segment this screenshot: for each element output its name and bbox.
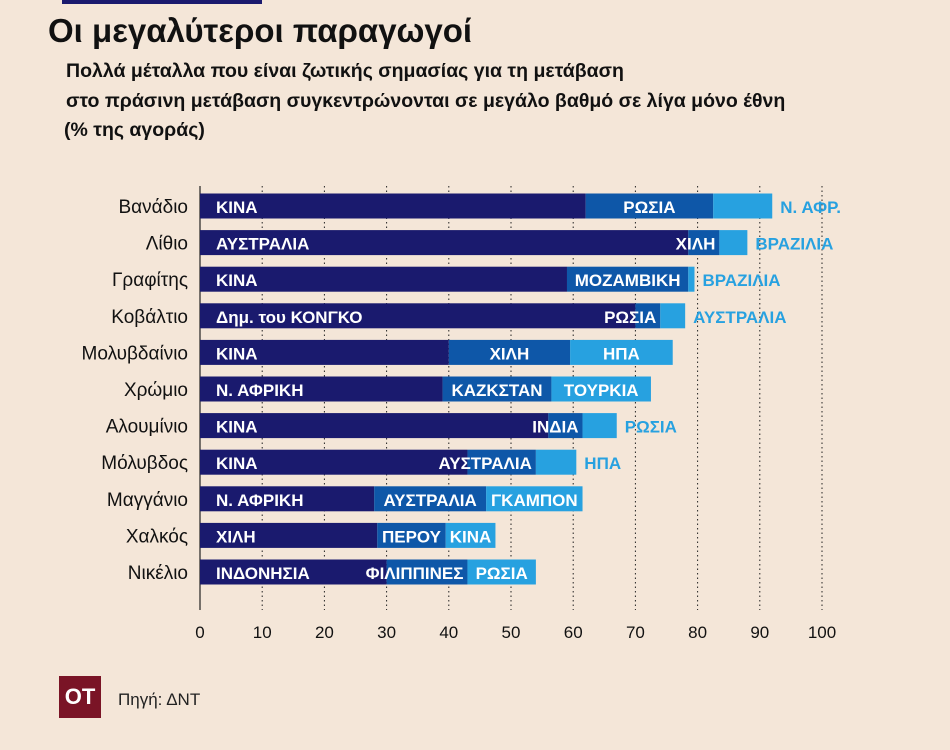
bar-segment — [200, 266, 567, 292]
bar-segment — [200, 193, 586, 219]
x-tick-label: 20 — [315, 623, 334, 642]
segment-label: ΡΩΣΙΑ — [476, 564, 528, 583]
category-label: Χρώμιο — [124, 380, 188, 401]
bar-segment — [445, 522, 496, 548]
bar-segment — [566, 266, 689, 292]
bar-segment — [582, 413, 617, 439]
top-rule — [62, 0, 262, 4]
segment-label: ΚΙΝΑ — [216, 271, 258, 290]
x-tick-label: 60 — [564, 623, 583, 642]
bar-segment — [200, 522, 378, 548]
x-tick-label: 50 — [502, 623, 521, 642]
segment-label: ΒΡΑΖΙΛΙΑ — [755, 235, 833, 254]
bar-segment — [377, 522, 446, 548]
segment-label: ΗΠΑ — [584, 454, 621, 473]
segment-label: ΡΩΣΙΑ — [623, 198, 675, 217]
category-label: Λίθιο — [146, 234, 188, 255]
segment-label: ΚΙΝΑ — [450, 527, 492, 546]
bar-segment — [200, 413, 549, 439]
segment-label: ΦΙΛΙΠΠΙΝΕΣ — [366, 564, 464, 583]
segment-label: ΑΥΣΤΡΑΛΙΑ — [383, 491, 476, 510]
category-label: Βανάδιο — [118, 197, 188, 218]
bar-segment — [660, 303, 686, 329]
bar-segment — [713, 193, 773, 219]
x-tick-label: 40 — [439, 623, 458, 642]
segment-label: ΚΑΖΚΣΤΑΝ — [451, 381, 542, 400]
category-label: Μολυβδαίνιο — [82, 343, 188, 364]
bar-segment — [448, 339, 571, 365]
x-tick-label: 30 — [377, 623, 396, 642]
x-tick-label: 10 — [253, 623, 272, 642]
bar-segment — [585, 193, 714, 219]
bar-segment — [551, 376, 651, 402]
bar-segment — [570, 339, 673, 365]
bar-segment — [467, 449, 536, 475]
segment-label: ΚΙΝΑ — [216, 418, 258, 437]
category-label: Χαλκός — [126, 526, 188, 547]
category-label: Νικέλιο — [128, 563, 188, 584]
bar-segment — [688, 266, 695, 292]
subtitle-line-2: στο πράσινη μετάβαση συγκεντρώνονται σε … — [66, 90, 786, 112]
subtitle-line-1: Πολλά μέταλλα που είναι ζωτικής σημασίας… — [66, 60, 624, 82]
bar-segment — [719, 230, 748, 256]
bar-segment — [386, 559, 468, 585]
segment-label: ΧΙΛΗ — [490, 344, 530, 363]
segment-label: ΒΡΑΖΙΛΙΑ — [702, 271, 780, 290]
bar-segment — [200, 376, 443, 402]
bar-segment — [200, 230, 689, 256]
segment-label: ΑΥΣΤΡΑΛΙΑ — [693, 308, 786, 327]
bar-segment — [486, 486, 583, 512]
x-tick-label: 80 — [688, 623, 707, 642]
bar-segment — [535, 449, 577, 475]
segment-label: ΤΟΥΡΚΙΑ — [564, 381, 639, 400]
bar-segment — [200, 339, 449, 365]
bar-segment — [548, 413, 583, 439]
segment-label: ΠΕΡΟΥ — [382, 527, 442, 546]
segment-label: Δημ. του ΚΟΝΓΚΟ — [216, 308, 363, 327]
segment-label: ΡΩΣΙΑ — [604, 308, 656, 327]
segment-label: ΗΠΑ — [603, 344, 640, 363]
segment-label: ΧΙΛΗ — [216, 527, 256, 546]
category-label: Κοβάλτιο — [111, 307, 188, 328]
segment-label: ΡΩΣΙΑ — [625, 418, 677, 437]
segment-label: Ν. ΑΦΡΙΚΗ — [216, 491, 303, 510]
segment-label: ΚΙΝΑ — [216, 454, 258, 473]
segment-label: Ν. ΑΦΡΙΚΗ — [216, 381, 303, 400]
bar-segment — [467, 559, 536, 585]
segment-label: ΙΝΔΟΝΗΣΙΑ — [216, 564, 310, 583]
segment-label: ΑΥΣΤΡΑΛΙΑ — [216, 235, 309, 254]
bar-segment — [688, 230, 720, 256]
segment-label: ΜΟΖΑΜΒΙΚΗ — [575, 271, 681, 290]
source-note: Πηγή: ΔΝΤ — [118, 690, 201, 709]
bar-segment — [374, 486, 487, 512]
bar-segment — [200, 486, 375, 512]
segment-label: ΧΙΛΗ — [676, 235, 716, 254]
segment-label: ΑΥΣΤΡΑΛΙΑ — [439, 454, 532, 473]
segment-label: ΓΚΑΜΠΟΝ — [491, 491, 578, 510]
bar-segment — [442, 376, 552, 402]
bar-segment — [635, 303, 661, 329]
segment-label: Ν. ΑΦΡ. — [780, 198, 841, 217]
bar-segment — [200, 449, 468, 475]
bar-segment — [200, 303, 636, 329]
category-label: Γραφίτης — [112, 270, 188, 291]
category-label: Μόλυβδος — [101, 453, 188, 474]
category-label: Μαγγάνιο — [107, 490, 188, 511]
page-title: Οι μεγαλύτεροι παραγωγοί — [48, 12, 473, 49]
segment-label: ΚΙΝΑ — [216, 198, 258, 217]
segment-label: ΚΙΝΑ — [216, 344, 258, 363]
x-tick-label: 100 — [808, 623, 836, 642]
x-tick-label: 70 — [626, 623, 645, 642]
x-tick-label: 90 — [750, 623, 769, 642]
segment-label: ΙΝΔΙΑ — [532, 418, 578, 437]
x-tick-label: 0 — [195, 623, 204, 642]
subtitle-unit: (% της αγοράς) — [64, 119, 205, 141]
category-label: Αλουμίνιο — [106, 417, 188, 438]
bar-segment — [200, 559, 387, 585]
ot-logo: ΟΤ — [59, 676, 101, 718]
